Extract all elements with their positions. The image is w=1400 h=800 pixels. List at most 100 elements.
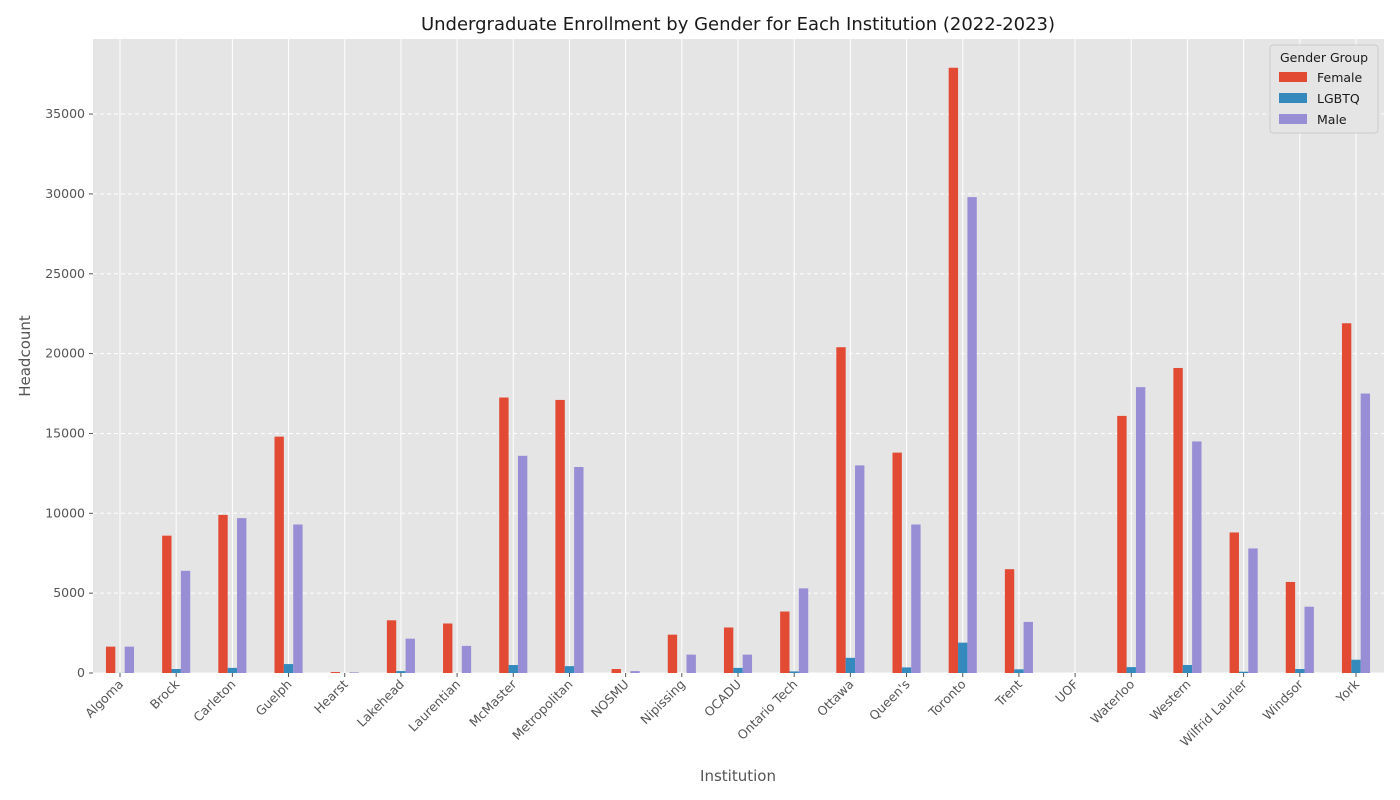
bar-male: [1304, 606, 1314, 673]
bar-lgbtq: [171, 669, 181, 673]
x-tick-label: Windsor: [1259, 676, 1306, 723]
bar-female: [443, 623, 453, 673]
legend-swatch-lgbtq: [1279, 93, 1307, 103]
x-tick-label: Carleton: [190, 677, 238, 725]
bar-lgbtq: [733, 667, 743, 673]
x-tick-label: Toronto: [925, 677, 969, 721]
bar-male: [1192, 441, 1202, 673]
bar-male: [349, 672, 359, 673]
bar-female: [948, 67, 959, 673]
bar-male: [967, 197, 977, 673]
bar-lgbtq: [1238, 671, 1249, 673]
x-tick-label: UOF: [1052, 677, 1081, 706]
bar-male: [293, 524, 303, 673]
bar-male: [1135, 387, 1146, 673]
bar-male: [461, 645, 472, 673]
bar-male: [517, 455, 528, 673]
bar-lgbtq: [1126, 667, 1136, 673]
x-tick-label: McMaster: [466, 676, 520, 730]
y-tick-label: 15000: [45, 425, 85, 440]
x-tick-label: Lakehead: [354, 677, 407, 730]
bar-male: [686, 654, 696, 673]
bar-lgbtq: [901, 667, 912, 673]
y-tick-label: 30000: [45, 186, 85, 201]
bar-female: [162, 535, 172, 673]
bar-female: [499, 397, 509, 673]
x-tick-label: Trent: [992, 676, 1025, 709]
bar-female: [892, 452, 902, 673]
bar-female: [836, 347, 846, 673]
x-tick-label: Ottawa: [814, 677, 857, 720]
bar-female: [1004, 569, 1015, 673]
legend: Gender Group Female LGBTQ Male: [1269, 44, 1379, 134]
bar-male: [180, 570, 191, 673]
legend-items: Female LGBTQ Male: [1279, 70, 1363, 127]
bar-female: [218, 514, 228, 673]
y-axis-label: Headcount: [16, 315, 34, 397]
bar-male: [124, 646, 135, 673]
bar-female: [274, 436, 284, 673]
bar-lgbtq: [227, 667, 238, 673]
grid-lines: [93, 39, 1384, 674]
bar-lgbtq: [958, 642, 968, 673]
x-tick-label: Laurentian: [405, 677, 463, 735]
bar-male: [405, 638, 415, 673]
x-tick-label: Metropolitan: [509, 677, 575, 743]
bar-lgbtq: [1014, 669, 1024, 673]
y-tick-label: 35000: [45, 106, 85, 121]
bar-male: [742, 654, 753, 673]
bar-male: [1023, 621, 1033, 673]
legend-swatch-female: [1279, 72, 1307, 82]
bar-female: [1117, 415, 1127, 673]
legend-swatch-male: [1279, 114, 1307, 124]
x-tick-label: Hearst: [311, 676, 351, 716]
bars: [105, 67, 1371, 673]
legend-label-female: Female: [1317, 70, 1363, 85]
bar-female: [386, 620, 397, 673]
x-tick-label: OCADU: [701, 677, 744, 720]
x-tick-label: Guelph: [252, 677, 294, 719]
x-axis-ticks: Algoma Brock Carleton Guelph Hearst LakeheadL…: [82, 673, 1363, 749]
bar-female: [105, 646, 116, 673]
bar-female: [723, 627, 734, 673]
bar-lgbtq: [1182, 665, 1193, 673]
bar-female: [1229, 532, 1239, 673]
bar-lgbtq: [1295, 669, 1305, 673]
bar-female: [1173, 367, 1183, 673]
bar-lgbtq: [396, 671, 406, 673]
bar-male: [1248, 548, 1258, 673]
bar-male: [855, 465, 865, 673]
x-axis-label: Institution: [700, 767, 776, 785]
x-tick-label: York: [1332, 676, 1362, 706]
x-tick-label: Nipissing: [637, 677, 688, 728]
x-tick-label: NOSMU: [588, 677, 632, 721]
legend-label-male: Male: [1317, 112, 1347, 127]
legend-title: Gender Group: [1280, 50, 1368, 65]
bar-male: [630, 671, 640, 673]
bar-female: [1285, 581, 1296, 673]
y-tick-label: 10000: [45, 505, 85, 520]
y-axis-ticks: 0 5000 10000 15000 20000 25000 30000 35000: [45, 106, 93, 680]
chart-title: Undergraduate Enrollment by Gender for E…: [421, 14, 1055, 35]
bar-male: [237, 518, 247, 673]
bar-female: [667, 634, 678, 673]
bar-male: [574, 466, 584, 673]
legend-box: [1269, 44, 1379, 134]
x-tick-label: Ontario Tech: [734, 677, 800, 743]
bar-lgbtq: [789, 671, 799, 673]
bar-lgbtq: [508, 665, 518, 673]
y-tick-label: 0: [77, 665, 85, 680]
x-tick-label: Queen's: [866, 677, 913, 724]
bar-lgbtq: [283, 664, 294, 673]
bar-lgbtq: [564, 666, 575, 673]
bar-female: [611, 669, 621, 673]
bar-lgbtq: [1351, 659, 1361, 673]
y-tick-label: 5000: [53, 585, 85, 600]
bar-female: [555, 399, 565, 673]
y-tick-label: 25000: [45, 266, 85, 281]
bar-female: [1341, 323, 1352, 673]
x-tick-label: Western: [1147, 677, 1194, 724]
x-tick-label: Waterloo: [1087, 677, 1137, 727]
legend-label-lgbtq: LGBTQ: [1317, 91, 1360, 106]
